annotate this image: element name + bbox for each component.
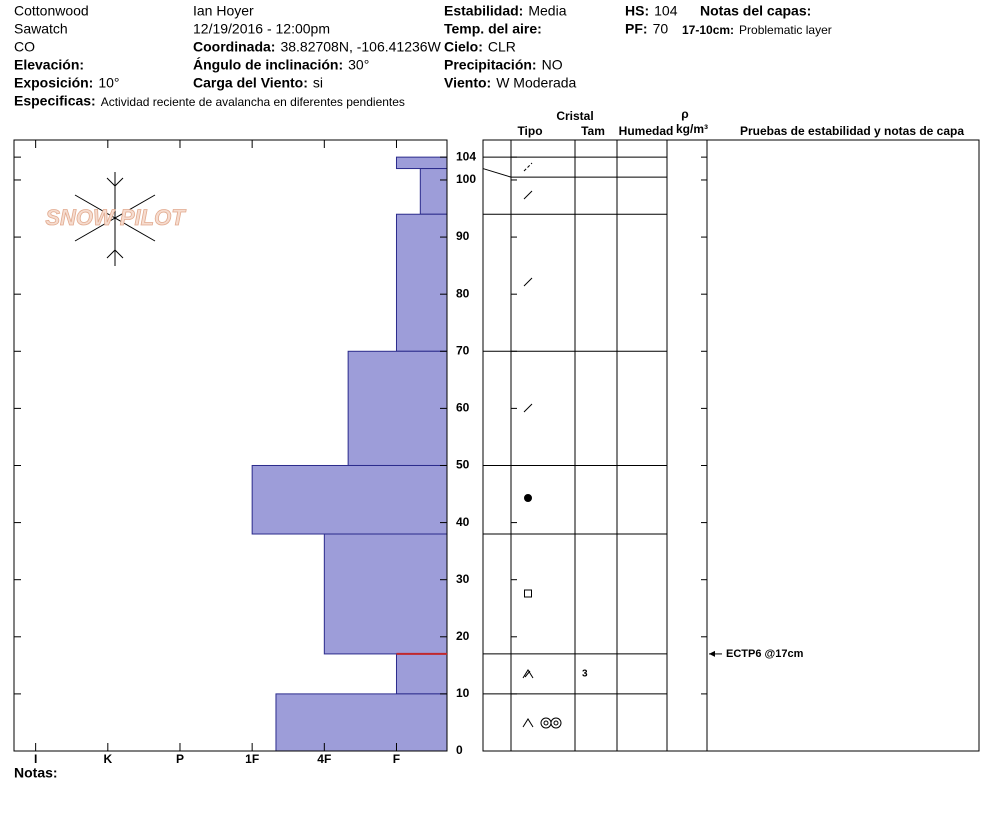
y-tick-label: 60	[456, 401, 470, 415]
table-frame	[482, 139, 980, 752]
x-tick-label: I	[34, 752, 37, 766]
field-value: NO	[542, 57, 563, 73]
state: CO	[14, 39, 35, 55]
hardness-bar	[395, 213, 448, 352]
field-label: HS:	[625, 3, 649, 19]
datetime: 12/19/2016 - 12:00pm	[193, 21, 330, 37]
grain-size: 3	[582, 669, 588, 680]
logo-text: SNOW PILOT	[45, 205, 186, 230]
field-label: Elevación:	[14, 57, 84, 73]
field-label: Especificas:	[14, 93, 96, 109]
field-value: 30°	[348, 57, 369, 73]
field-value: Media	[528, 3, 566, 19]
range: Sawatch	[14, 21, 68, 37]
field-value: Actividad reciente de avalancha en difer…	[101, 95, 405, 109]
column-header: Tipo	[517, 124, 542, 138]
y-tick-label: 40	[456, 515, 470, 529]
y-tick-label: 70	[456, 343, 470, 357]
hardness-bar	[419, 168, 448, 215]
x-tick-label: 4F	[317, 752, 331, 766]
y-tick-label: 20	[456, 629, 470, 643]
field-value: 70	[653, 21, 669, 37]
y-tick-label: 30	[456, 572, 470, 586]
field-value: 104	[654, 3, 678, 19]
hardness-bar	[251, 464, 448, 535]
grain-symbols	[522, 162, 562, 729]
y-tick-label: 80	[456, 286, 470, 300]
x-tick-label: P	[176, 752, 184, 766]
hardness-plot	[251, 156, 448, 752]
column-header: Pruebas de estabilidad y notas de capa	[740, 124, 964, 138]
column-header: Tam	[581, 124, 605, 138]
y-tick-label: 100	[456, 172, 476, 186]
hardness-bar	[395, 156, 448, 170]
table-columns	[510, 140, 708, 751]
logo	[74, 172, 156, 266]
field-value: CLR	[488, 39, 516, 55]
field-label: Precipitación:	[444, 57, 537, 73]
stability-test: ECTP6 @17cm	[726, 648, 804, 660]
x-tick-label: F	[393, 752, 400, 766]
hardness-bar	[347, 350, 448, 466]
notes-label: Notas:	[14, 765, 58, 781]
y-tick-label: 104	[456, 149, 476, 163]
field-value: 38.82708N, -106.41236W	[280, 39, 441, 55]
field-value: 10°	[98, 75, 119, 91]
field-value: W Moderada	[496, 75, 576, 91]
plot-frame	[13, 139, 448, 752]
hardness-bar	[323, 533, 448, 655]
layer-note-range: 17-10cm:	[682, 23, 734, 37]
field-label: Exposición:	[14, 75, 93, 91]
field-label: Coordinada:	[193, 39, 275, 55]
y-tick-label: 90	[456, 229, 470, 243]
field-label: Cielo:	[444, 39, 483, 55]
hardness-bar	[275, 693, 448, 752]
x-tick-label: K	[103, 752, 112, 766]
field-label: Viento:	[444, 75, 491, 91]
field-label: Estabilidad:	[444, 3, 523, 19]
field-label: PF:	[625, 21, 648, 37]
y-tick-label: 10	[456, 686, 470, 700]
column-header: kg/m³	[676, 122, 708, 136]
site: Cottonwood	[14, 3, 89, 19]
header: Cottonwood Sawatch CO Elevación: Exposic…	[14, 3, 832, 109]
y-tick-label: 0	[456, 743, 463, 757]
layer-note-text: Problematic layer	[739, 23, 832, 37]
layer-connector	[482, 168, 512, 178]
column-header: ρ	[681, 107, 688, 121]
field-label: Ángulo de inclinación:	[193, 57, 343, 73]
observer: Ian Hoyer	[193, 3, 254, 19]
column-header: Humedad	[619, 124, 674, 138]
hardness-bar	[395, 653, 448, 695]
y-tick-label: 50	[456, 458, 470, 472]
column-group: Cristal	[556, 109, 593, 123]
field-label: Carga del Viento:	[193, 75, 308, 91]
field-label: Temp. del aire:	[444, 21, 542, 37]
layer-notes-title: Notas del capas:	[700, 3, 811, 19]
field-value: si	[313, 75, 323, 91]
test-arrowhead	[709, 650, 715, 657]
x-tick-label: 1F	[245, 752, 259, 766]
